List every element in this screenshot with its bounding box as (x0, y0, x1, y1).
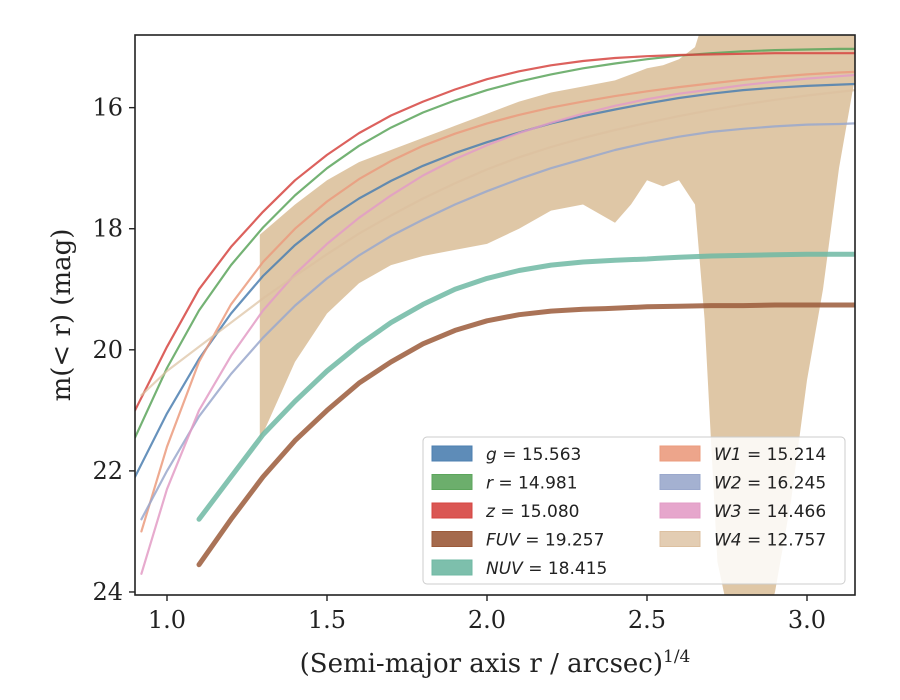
y-axis: 16 18 20 22 24 (92, 94, 135, 606)
y-tick-label: 24 (92, 578, 123, 606)
series-line-z (135, 52, 855, 412)
x-axis: 1.0 1.5 2.0 2.5 3.0 (148, 595, 826, 634)
legend-label: W3 = 14.466 (714, 502, 826, 522)
w4-band-layer (259, 35, 855, 595)
legend-swatch (431, 474, 473, 490)
series-line-nuv (196, 251, 855, 522)
legend-label: W4 = 12.757 (714, 531, 826, 551)
series-line-w1 (140, 70, 855, 533)
legend-item-r: r = 14.981 (431, 474, 578, 494)
x-tick-label: 2.0 (468, 606, 506, 634)
legend-swatch (659, 445, 701, 462)
legend-label: NUV = 18.415 (486, 559, 607, 579)
series-line-g (135, 82, 855, 478)
y-tick-label: 16 (92, 94, 123, 122)
x-tick-label: 2.5 (628, 606, 666, 634)
legend-label: W2 = 16.245 (714, 474, 826, 494)
y-axis-label: m(< r) (mag) (47, 229, 77, 402)
y-tick-label: 22 (92, 457, 123, 485)
legend-item-z: z = 15.080 (431, 502, 579, 522)
x-tick-label: 1.0 (148, 606, 186, 634)
legend-item-g: g = 15.563 (431, 445, 581, 465)
legend-label: FUV = 19.257 (486, 531, 604, 551)
series-w3 (140, 73, 855, 575)
series-line-fuv (196, 302, 855, 568)
series-z (135, 52, 855, 412)
y-tick-label: 20 (92, 336, 123, 364)
series-line-r (135, 47, 855, 439)
series-w4 (140, 89, 855, 397)
series-layer (135, 47, 855, 575)
legend: g = 15.563 r = 14.981 z = 15.080 FUV = 19.2… (422, 436, 846, 585)
plot-frame (134, 34, 856, 596)
legend-label: g = 15.563 (486, 445, 581, 465)
series-nuv (196, 251, 855, 522)
legend-item-nuv: NUV = 18.415 (431, 559, 607, 579)
y-tick-label: 18 (92, 215, 123, 243)
legend-item-fuv: FUV = 19.257 (431, 531, 604, 551)
series-line-w2 (140, 122, 855, 521)
series-r (135, 47, 855, 439)
legend-swatch (431, 531, 473, 547)
legend-item-w1: W1 = 15.214 (659, 445, 826, 465)
w4-uncertainty-band (259, 35, 855, 595)
legend-label: r = 14.981 (486, 474, 578, 494)
legend-swatch (659, 531, 701, 547)
legend-swatch (431, 502, 473, 519)
legend-label: W1 = 15.214 (714, 445, 826, 465)
x-tick-label: 3.0 (788, 606, 826, 634)
x-tick-label: 1.5 (308, 606, 346, 634)
series-fuv (196, 302, 855, 568)
legend-box (422, 436, 846, 585)
series-line-w3 (140, 73, 855, 575)
series-line-w4 (140, 89, 855, 397)
legend-swatch (659, 502, 701, 519)
legend-item-w3: W3 = 14.466 (659, 502, 826, 522)
x-axis-label: (Semi-major axis r / arcsec)1/4 (300, 647, 691, 679)
legend-item-w4: W4 = 12.757 (659, 531, 826, 551)
series-w2 (140, 122, 855, 521)
legend-item-w2: W2 = 16.245 (659, 474, 826, 494)
legend-swatch (659, 474, 701, 490)
x-axis-label-exponent: 1/4 (663, 647, 690, 667)
series-g (135, 82, 855, 478)
legend-label: z = 15.080 (485, 502, 579, 522)
legend-swatch (431, 445, 473, 462)
series-w1 (140, 70, 855, 533)
legend-swatch (431, 559, 473, 576)
